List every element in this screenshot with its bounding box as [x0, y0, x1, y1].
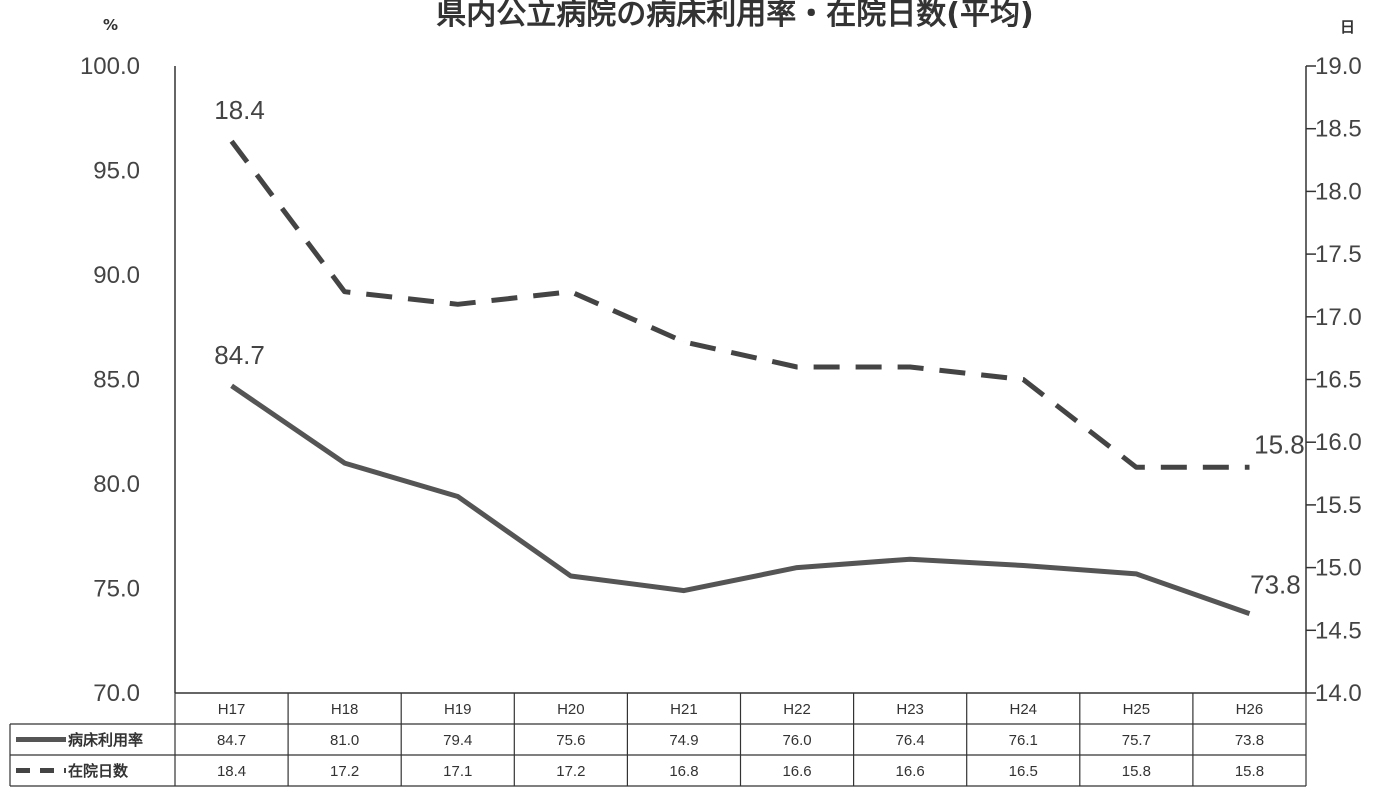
table-row-label: 病床利用率 — [68, 731, 143, 749]
right-tick-label: 18.0 — [1315, 178, 1362, 205]
left-tick-label: 90.0 — [93, 262, 140, 289]
table-cell: 81.0 — [330, 732, 359, 749]
left-axis-ticks: 70.0 75.0 80.0 85.0 90.0 95.0 100.0 — [80, 53, 140, 707]
right-tick-label: 15.0 — [1315, 555, 1362, 582]
table-cell: 17.2 — [330, 763, 359, 780]
right-tick-label: 14.0 — [1315, 680, 1362, 707]
right-tick-label: 16.5 — [1315, 367, 1362, 394]
chart-title: 県内公立病院の病床利用率・在院日数(平均) — [436, 0, 1033, 32]
table-cell: 16.8 — [669, 763, 698, 780]
left-tick-label: 100.0 — [80, 53, 140, 80]
left-axis-unit: % — [103, 16, 118, 34]
table-cell: 16.6 — [782, 763, 811, 780]
table-cell: 76.0 — [782, 732, 811, 749]
data-label: 73.8 — [1250, 570, 1301, 600]
right-axis-unit: 日 — [1340, 18, 1355, 36]
table-cell: 15.8 — [1235, 763, 1264, 780]
data-label: 18.4 — [214, 95, 265, 125]
table-cell: 16.6 — [896, 763, 925, 780]
table-header-cell: H19 — [444, 701, 472, 718]
left-tick-label: 95.0 — [93, 158, 140, 185]
table-cell: 84.7 — [217, 732, 246, 749]
left-tick-label: 80.0 — [93, 471, 140, 498]
series-line-left — [230, 383, 1251, 616]
right-tick-label: 19.0 — [1315, 53, 1362, 80]
left-tick-label: 85.0 — [93, 367, 140, 394]
table-cell: 76.1 — [1009, 732, 1038, 749]
table-cell: 76.4 — [896, 732, 925, 749]
table-cell: 79.4 — [443, 732, 472, 749]
table-row-label: 在院日数 — [68, 762, 129, 780]
right-tick-label: 17.0 — [1315, 304, 1362, 331]
table-header-cell: H18 — [331, 701, 359, 718]
axes — [174, 66, 1307, 693]
table-cell: 15.8 — [1122, 763, 1151, 780]
table-header-cell: H25 — [1123, 701, 1151, 718]
data-label: 15.8 — [1254, 429, 1305, 459]
right-tick-label: 15.5 — [1315, 492, 1362, 519]
table-header-cell: H22 — [783, 701, 811, 718]
table-header-cell: H21 — [670, 701, 698, 718]
left-tick-label: 70.0 — [93, 680, 140, 707]
table-cell: 17.2 — [556, 763, 585, 780]
series-layer — [229, 139, 1251, 616]
table-header-cell: H26 — [1236, 701, 1264, 718]
table-cell: 18.4 — [217, 763, 246, 780]
table-cell: 73.8 — [1235, 732, 1264, 749]
data-label: 84.7 — [214, 340, 265, 370]
table-cell: 75.6 — [556, 732, 585, 749]
table-header-cell: H23 — [896, 701, 924, 718]
table-cell: 74.9 — [669, 732, 698, 749]
annotation-layer: 84.7 73.8 18.4 15.8 — [214, 95, 1305, 599]
table-header-cell: H17 — [218, 701, 246, 718]
right-tick-label: 14.5 — [1315, 617, 1362, 644]
table-header-cell: H24 — [1009, 701, 1037, 718]
left-tick-label: 75.0 — [93, 576, 140, 603]
table-cell: 17.1 — [443, 763, 472, 780]
table-header-cell: H20 — [557, 701, 585, 718]
table-cell: 16.5 — [1009, 763, 1038, 780]
data-table: H17 H18 H19 H20 H21 H22 H23 H24 H25 H26 病床利用率 84.7 8… — [9, 692, 1307, 787]
right-axis-ticks: 14.0 14.5 15.0 15.5 16.0 16.5 17.0 17.5 18.0 18.5… — [1306, 53, 1362, 707]
right-tick-label: 16.0 — [1315, 429, 1362, 456]
series-line-right — [229, 139, 1250, 470]
right-tick-label: 18.5 — [1315, 116, 1362, 143]
table-cell: 75.7 — [1122, 732, 1151, 749]
right-tick-label: 17.5 — [1315, 241, 1362, 268]
